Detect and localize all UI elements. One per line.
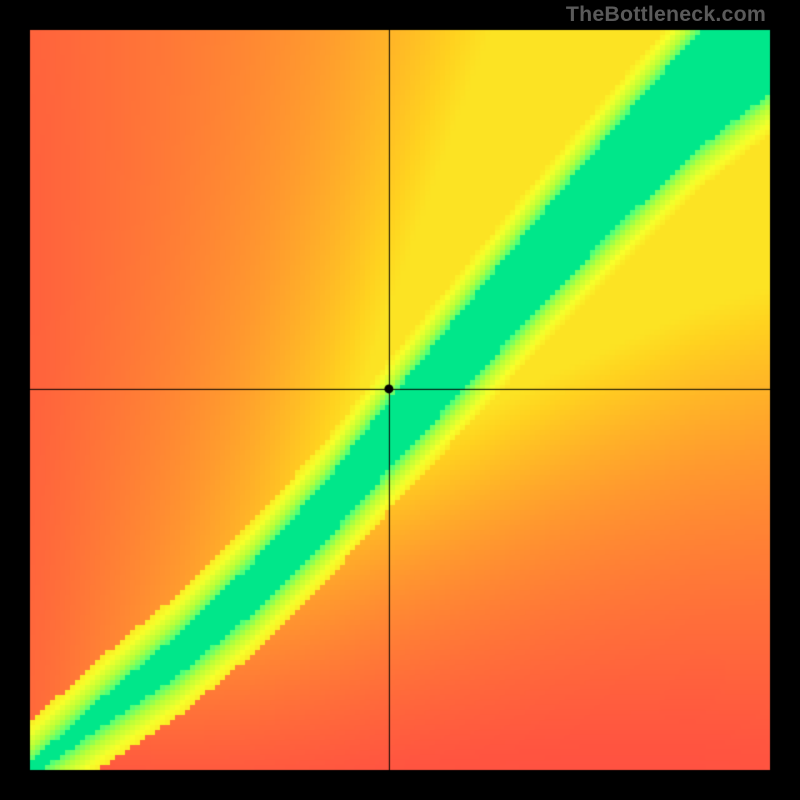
watermark-text: TheBottleneck.com	[566, 2, 766, 27]
bottleneck-heatmap	[0, 0, 800, 800]
